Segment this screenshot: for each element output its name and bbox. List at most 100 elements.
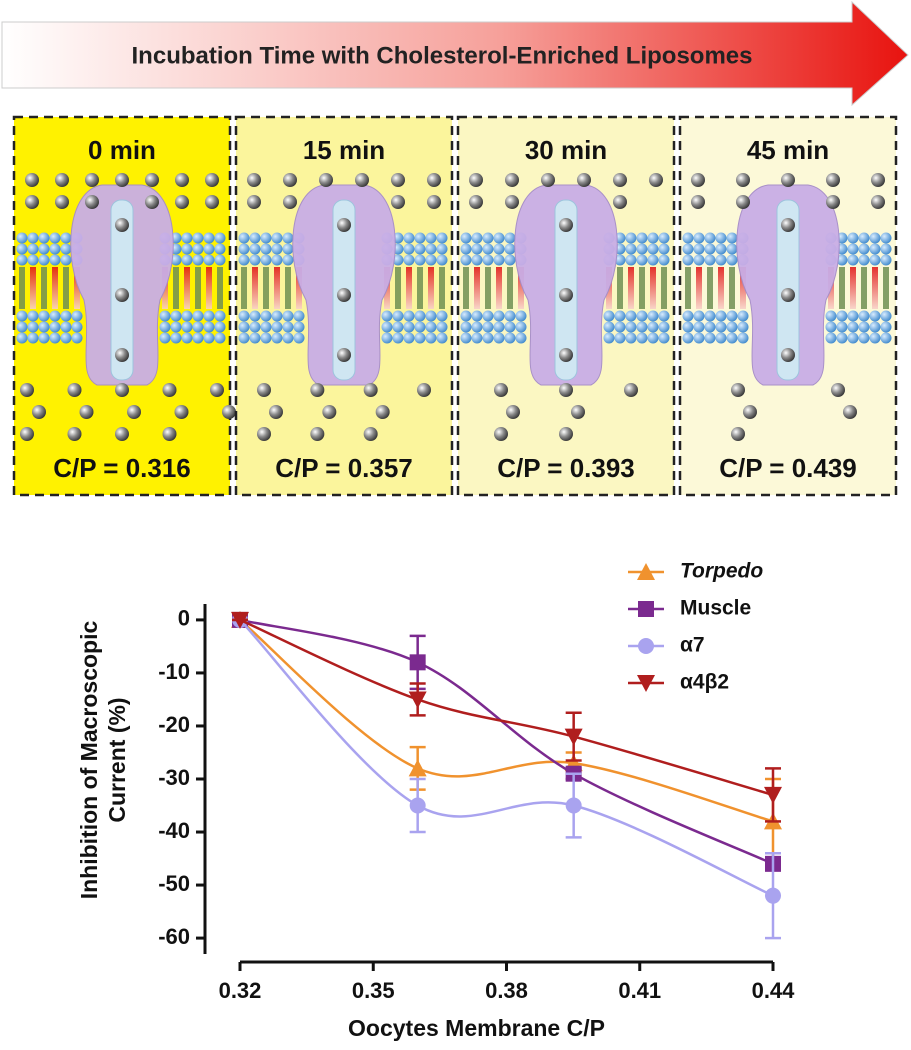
ion xyxy=(269,405,283,419)
lipid-head xyxy=(282,254,294,266)
lipid-head xyxy=(49,254,61,266)
lipid-tail xyxy=(173,267,179,309)
lipid-tail xyxy=(439,267,445,309)
ion xyxy=(310,427,325,441)
lipid-head xyxy=(682,321,694,333)
lipid-head xyxy=(181,232,193,244)
lipid-head xyxy=(192,332,204,344)
ion xyxy=(691,195,705,209)
lipid-head xyxy=(625,321,637,333)
lipid-head xyxy=(471,332,483,344)
lipid-head xyxy=(425,310,437,322)
ion xyxy=(322,405,337,419)
lipid-head xyxy=(16,232,28,244)
lipid-tail xyxy=(417,267,423,309)
lipid-head xyxy=(403,332,415,344)
lipid-head xyxy=(482,232,494,244)
lipid-head xyxy=(249,243,261,255)
ion xyxy=(283,195,297,209)
lipid-tail xyxy=(428,267,434,309)
lipid-head xyxy=(436,332,448,344)
lipid-head xyxy=(704,321,716,333)
lipid-head xyxy=(49,310,61,322)
lipid-head xyxy=(715,254,727,266)
ion xyxy=(559,218,573,232)
chart: 0 -10 -20 -30 -40 -50 -60 0.32 0.35 0.38 0.41 0.44 O… xyxy=(158,560,795,1042)
ion xyxy=(310,383,325,397)
lipid-head xyxy=(625,232,637,244)
lipid-head xyxy=(493,310,505,322)
lipid-head xyxy=(170,332,182,344)
lipid-head xyxy=(238,254,250,266)
lipid-head xyxy=(381,332,393,344)
legend-text: Muscle xyxy=(680,597,751,620)
x-tick-label: 0.32 xyxy=(219,978,262,1003)
lipid-head xyxy=(460,243,472,255)
lipid-tail xyxy=(395,267,401,309)
ion xyxy=(257,383,271,397)
lipid-tail xyxy=(74,267,80,309)
lipid-head xyxy=(504,243,516,255)
ion xyxy=(247,195,261,209)
lipid-head xyxy=(715,332,727,344)
lipid-tail xyxy=(729,267,735,309)
panel-title: 30 min xyxy=(525,135,607,165)
lipid-head xyxy=(603,332,615,344)
ion xyxy=(205,173,219,187)
lipid-head xyxy=(27,254,39,266)
lipid-head xyxy=(203,321,215,333)
lipid-head xyxy=(625,254,637,266)
lipid-tail xyxy=(206,267,212,309)
lipid-head xyxy=(203,243,215,255)
lipid-head xyxy=(647,321,659,333)
lipid-head xyxy=(460,232,472,244)
ion xyxy=(826,195,840,209)
lipid-head xyxy=(869,232,881,244)
ion xyxy=(649,173,663,187)
lipid-head xyxy=(203,232,215,244)
ion xyxy=(67,427,82,441)
ion xyxy=(115,288,129,302)
lipid-head xyxy=(436,254,448,266)
lipid-head xyxy=(658,254,670,266)
lipid-head xyxy=(403,243,415,255)
lipid-head xyxy=(471,321,483,333)
ion xyxy=(871,195,885,209)
lipid-tail xyxy=(861,267,867,309)
lipid-head xyxy=(403,232,415,244)
ion xyxy=(736,195,750,209)
y-axis-title: Inhibition of Macroscopic Current (%) xyxy=(76,620,130,900)
lipid-head xyxy=(181,254,193,266)
lipid-head xyxy=(658,332,670,344)
lipid-head xyxy=(260,332,272,344)
lipid-head xyxy=(636,321,648,333)
ion xyxy=(175,195,189,209)
lipid-tail xyxy=(850,267,856,309)
lipid-head xyxy=(181,332,193,344)
lipid-head xyxy=(726,254,738,266)
lipid-head xyxy=(726,310,738,322)
lipid-head xyxy=(192,243,204,255)
lipid-head xyxy=(693,232,705,244)
legend-marker xyxy=(637,675,655,692)
ion xyxy=(559,427,573,441)
lipid-tail xyxy=(252,267,258,309)
y-tick-label: -10 xyxy=(158,659,190,684)
lipid-head xyxy=(858,332,870,344)
lipid-tail xyxy=(474,267,480,309)
ion xyxy=(736,173,750,187)
ion xyxy=(319,173,333,187)
lipid-head xyxy=(71,321,83,333)
y-tick-label: -60 xyxy=(158,924,190,949)
ion xyxy=(506,405,520,419)
lipid-head xyxy=(658,321,670,333)
lipid-head xyxy=(214,254,226,266)
ion xyxy=(559,383,573,397)
lipid-head xyxy=(49,321,61,333)
ion xyxy=(337,348,351,362)
lipid-tail xyxy=(19,267,25,309)
lipid-head xyxy=(625,243,637,255)
lipid-head xyxy=(192,232,204,244)
data-point xyxy=(408,759,427,777)
ion xyxy=(115,218,129,232)
